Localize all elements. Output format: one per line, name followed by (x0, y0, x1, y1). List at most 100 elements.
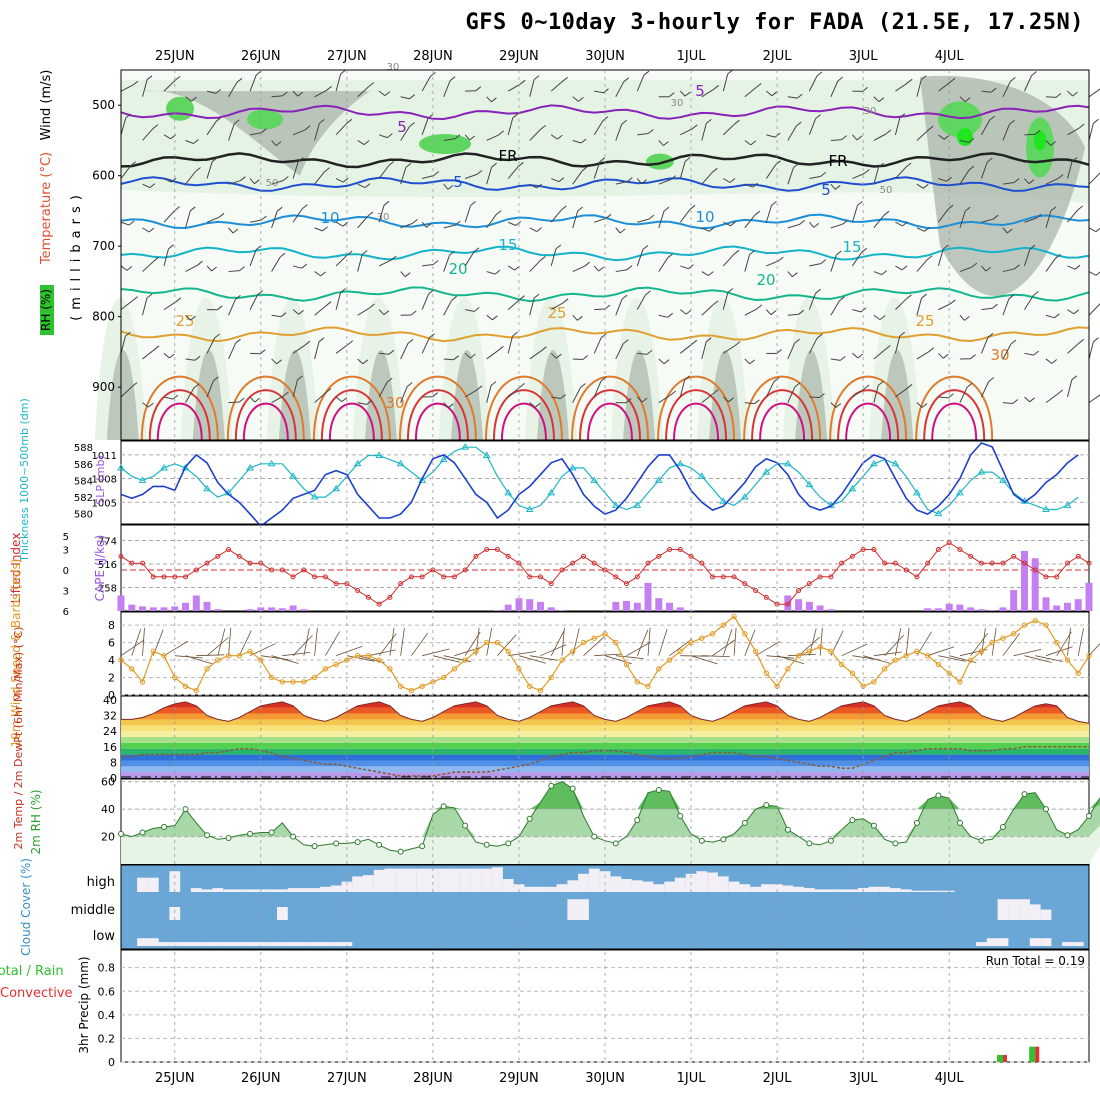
rh-fill-mid (121, 781, 1100, 837)
temp-color-band (121, 772, 1089, 778)
wind-barb (808, 75, 818, 92)
wind-barb (873, 133, 887, 141)
lifted-index-marker (1075, 553, 1081, 559)
wind-barb-flag (684, 375, 691, 381)
cape-bar (278, 608, 286, 611)
wind10-barb (905, 627, 910, 656)
wind10-barb (863, 655, 891, 664)
wind-barb-flag (470, 201, 476, 206)
wind-barb-flag (750, 140, 757, 146)
isotherm-loop (484, 375, 563, 441)
wind-barb (787, 271, 793, 278)
wind-barb (980, 381, 990, 398)
thickness-marker (568, 463, 577, 471)
cloud-cell (158, 942, 170, 946)
wind10-speed-marker (838, 661, 845, 668)
wind-barb-flag (168, 244, 174, 250)
y-tick-label: 700 (92, 239, 115, 253)
wind10-barb (594, 653, 623, 657)
wind-barb-flag (752, 182, 759, 188)
slp-line (120, 442, 1079, 528)
wind10-speed-marker (677, 648, 683, 655)
isotherm-loop (234, 389, 297, 441)
wind-barb-flag (600, 333, 607, 338)
wind-barb-flag (771, 201, 777, 206)
cloud-cell (997, 938, 1009, 946)
wind-barb-flag (663, 206, 670, 212)
cloud-cell (836, 889, 847, 892)
cloud-cell (588, 868, 600, 892)
wind-barb-flag (297, 157, 304, 163)
wind10-barb (1067, 627, 1071, 656)
rh2m-axis-label: 2m RH (%) (29, 789, 43, 854)
wind-barb (507, 335, 513, 354)
wind-barb (808, 337, 818, 354)
wind-barb (637, 133, 649, 136)
wind-barb-flag (584, 261, 591, 267)
temp-axis-label: 2m Temp / 2m DewPt (6hr Min/Max) (°C) (12, 627, 25, 850)
date-label-bottom: 2JUL (763, 1071, 793, 1086)
wind-barb (938, 303, 951, 311)
wind-barb-flag (749, 250, 755, 255)
cloud-cell (567, 899, 579, 920)
wind-barb (142, 183, 151, 189)
wind-barb-flag (773, 377, 780, 383)
wind-barb (357, 358, 364, 365)
wind10-barb (636, 629, 649, 656)
cloud-cell (180, 942, 191, 946)
rh2m-marker (333, 840, 340, 847)
wind-barb-flag (841, 135, 848, 140)
wind-barb-flag (1008, 294, 1015, 300)
wind10-barb (432, 655, 461, 663)
wind10-barb (303, 628, 310, 656)
wind-barb (851, 252, 863, 267)
date-label-bottom: 29JUN (499, 1071, 539, 1086)
wind-barb (938, 352, 944, 359)
wind-barb-flag (902, 221, 908, 227)
wind-barb-flag (473, 307, 480, 312)
thickness-marker (117, 463, 125, 471)
wind-barb-flag (282, 176, 289, 181)
wind10-barb (550, 630, 565, 656)
wind-barb-flag (1093, 118, 1099, 124)
wind10-barb (120, 639, 145, 657)
wind-barb-flag (255, 245, 262, 250)
wind-barb (379, 352, 390, 355)
wind-barb (895, 82, 908, 92)
wind-barb-flag (835, 403, 842, 408)
wind-barb (679, 343, 693, 354)
li-tick: 5 (63, 532, 69, 543)
wind-barb-flag (153, 345, 160, 351)
wind-barb (1045, 210, 1052, 229)
cape-bar (945, 603, 953, 611)
rh2m-marker (935, 792, 942, 799)
cloud-cell (244, 942, 256, 946)
wind-barb (679, 309, 687, 315)
wind-barb (1067, 127, 1080, 136)
lifted-index-marker (1054, 574, 1060, 580)
wind10-speed-marker (892, 657, 899, 663)
rh2m-marker (397, 848, 404, 855)
precip-tick: 0.6 (98, 985, 116, 998)
cape-tick: 774 (98, 536, 117, 547)
lifted-index-marker (269, 567, 275, 573)
wind-barb (1002, 298, 1010, 316)
wind-barb-flag (968, 165, 975, 171)
slp-right-tick: 1008 (92, 475, 117, 486)
wind-barb (163, 301, 177, 311)
wind-barb-flag (713, 84, 720, 90)
wind10-barb (228, 627, 232, 656)
wind-barb-flag (1055, 93, 1062, 98)
cape-bar (1085, 582, 1093, 611)
wind10-barb (422, 648, 450, 657)
wind-barb (550, 80, 563, 92)
wind-barb-flag (430, 72, 436, 77)
wind-barb-flag (125, 331, 131, 337)
cape-bar (128, 604, 136, 611)
precip-convective-label: Convective (0, 986, 73, 1001)
slp-left-tick: 582 (74, 493, 93, 504)
wind-barb-flag (816, 71, 823, 77)
contour-label: 15 (498, 236, 517, 254)
rh-fill-light (121, 781, 1100, 864)
wind-barb (120, 221, 130, 226)
